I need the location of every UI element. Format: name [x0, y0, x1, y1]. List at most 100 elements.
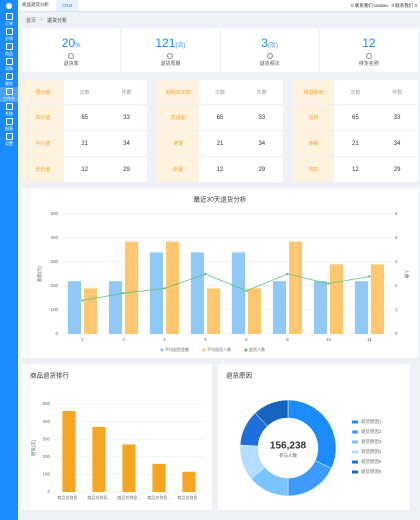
tab[interactable]: CRM	[56, 0, 79, 11]
y2-tick-label: 3	[395, 259, 398, 264]
topbar: 商品退货分析 CRM 0 联系我们·taobao 0 联系我们 0	[18, 0, 420, 12]
nav-item[interactable]: 系统	[0, 102, 18, 117]
bar	[92, 426, 106, 492]
table-cell: 12	[81, 166, 89, 173]
stat: 12 待定名称	[318, 28, 418, 72]
stat-value-row: 12	[362, 34, 375, 52]
tab[interactable]: 商品退货分析	[22, 2, 49, 7]
stat-label: 退货频次	[259, 60, 280, 67]
column-header: 次数	[350, 89, 361, 96]
line-point	[327, 282, 330, 285]
legend-label: 退货人数	[249, 346, 265, 352]
chart-title: 最近30天退货分析	[194, 195, 247, 204]
table-cell: 12	[216, 166, 224, 173]
tables: 预价值 次数 件数 高价值 65 33 中价值 21 34 低价值 12 29 频购买次数 次数 件数 忠诚客…	[22, 80, 418, 182]
y-tick-label: 0	[47, 489, 50, 494]
bar	[313, 281, 327, 334]
user: 0 联系我们·taobao	[350, 3, 388, 8]
line-point	[368, 275, 371, 278]
stat-value: 121	[155, 35, 176, 50]
y-axis-label: 金额(元)	[36, 265, 43, 282]
legend-label: 退货原因4	[361, 448, 382, 455]
nav-item[interactable]: 设置	[0, 132, 18, 147]
nav-item[interactable]: 采购	[0, 57, 18, 72]
table-row: 低价值 12 29	[22, 156, 148, 182]
nav-item[interactable]: 商品	[0, 42, 18, 57]
column-header: 次数	[214, 89, 225, 96]
bar	[152, 463, 166, 492]
nav-label: 报表	[5, 125, 13, 131]
stat-value-row: 121(次)	[155, 34, 185, 52]
table-row: 忠诚客 65 33	[157, 104, 283, 130]
x-tick-label: 1	[81, 337, 84, 342]
x-tick-label: 商品名称显...	[57, 494, 80, 500]
bar	[289, 241, 303, 334]
nav-item[interactable]: 分销	[0, 27, 18, 42]
crumb[interactable]: 退货分析	[46, 17, 67, 24]
chart-title: 退货原因	[226, 371, 252, 380]
stat-value-row: 20%	[62, 34, 81, 52]
table-row: 高价值 65 33	[22, 104, 148, 130]
nav-item[interactable]: 服务	[0, 72, 18, 87]
column-header: 件数	[256, 89, 267, 96]
crumb[interactable]: 首页	[26, 17, 37, 24]
legend-label: 退货原因1	[361, 418, 382, 425]
x-tick-label: 商品名称显...	[147, 494, 170, 500]
stat-icon	[365, 52, 372, 59]
shop: 0 联系我们 0	[391, 3, 417, 8]
x-tick-label: 10	[326, 337, 332, 342]
legend-label: 平均退货人数	[207, 346, 231, 352]
x-tick-label: 4	[163, 337, 166, 342]
stat: 121(次) 退货周期	[120, 28, 219, 72]
line-point	[286, 272, 289, 276]
nav-icon	[5, 57, 13, 65]
table-card: 频购买次数 次数 件数 忠诚客 65 33 老客 21 34 新客 12 29	[157, 80, 283, 182]
nav-icon	[5, 42, 13, 50]
nav-icon	[5, 12, 13, 20]
table-row: 休眠 21 34	[292, 130, 418, 156]
stats-card: 20% 退货率 121(次) 退货周期 3(次) 退货频次 12 待定名称	[22, 28, 418, 72]
table-title: 频购买次数	[157, 80, 200, 104]
nav-label: 工作台	[3, 95, 15, 101]
table-card: 预价值 次数 件数 高价值 65 33 中价值 21 34 低价值 12 29	[22, 80, 148, 182]
column-header: 件数	[392, 89, 403, 96]
x-tick-label: 5	[204, 337, 207, 342]
stat-unit: (次)	[175, 42, 186, 49]
table-cell: 33	[393, 114, 401, 121]
column-header: 次数	[79, 89, 90, 96]
legend-label: 平均退货金额	[165, 346, 189, 352]
bar	[354, 281, 368, 334]
nav-icon	[5, 72, 13, 80]
bar	[207, 288, 221, 334]
bar	[231, 252, 245, 334]
stat: 20% 退货率	[22, 28, 120, 72]
separator: >	[40, 17, 43, 23]
bar	[330, 264, 344, 334]
nav-item[interactable]: 工作台	[0, 87, 18, 102]
line-point	[122, 292, 125, 295]
y-tick-label: 0	[55, 331, 58, 336]
nav-label: 系统	[5, 110, 13, 116]
y-tick-label: 500	[42, 401, 50, 406]
nav-item[interactable]: 报表	[0, 117, 18, 132]
row-header: 休眠	[292, 131, 335, 156]
nav-item[interactable]: 订单	[0, 12, 18, 27]
legend-label: 退货原因3	[361, 438, 382, 445]
table-cell: 34	[258, 140, 266, 147]
stat-icon	[68, 52, 75, 59]
nav-label: 服务	[5, 80, 13, 86]
legend-swatch	[352, 440, 358, 444]
table-cell: 65	[81, 114, 89, 121]
legend-swatch	[202, 348, 206, 352]
line-point	[245, 289, 248, 292]
row-header: 老客	[157, 131, 200, 156]
center-value: 156,238	[270, 441, 307, 452]
table-header: 频购买次数 次数 件数	[157, 80, 282, 104]
y-tick-label: 100	[50, 307, 58, 312]
stat-value: 20	[61, 35, 76, 50]
row-header: 高价值	[22, 105, 64, 130]
legend-swatch	[352, 450, 358, 454]
y-tick-label: 200	[50, 283, 58, 288]
